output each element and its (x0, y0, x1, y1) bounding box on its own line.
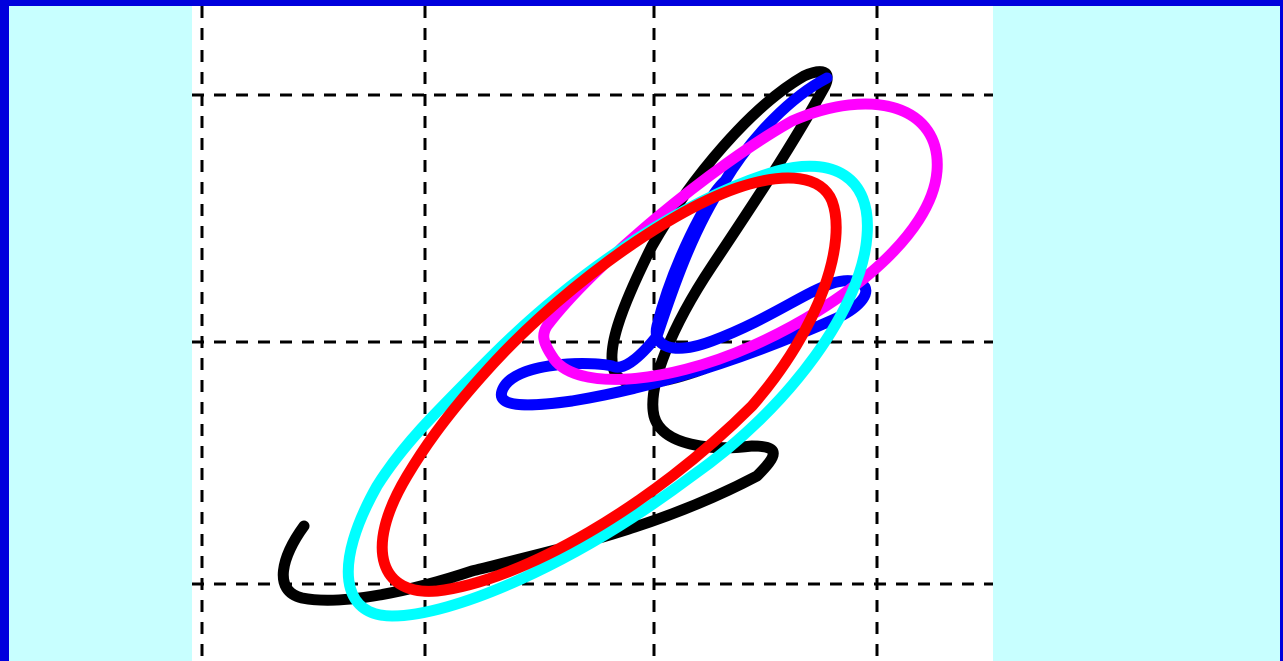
series-black-line (277, 66, 833, 606)
trajectory-chart (192, 6, 993, 661)
series-red-line (376, 172, 842, 597)
series-magenta-line (538, 98, 943, 385)
series-blue-line (495, 72, 872, 411)
plot-area (192, 6, 993, 661)
